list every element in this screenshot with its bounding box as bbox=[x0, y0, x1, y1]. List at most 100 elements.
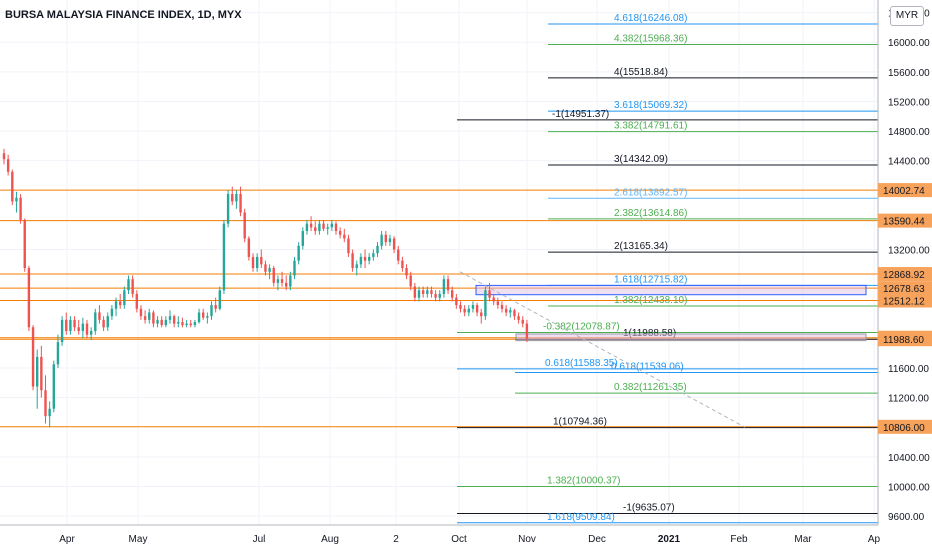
price-level-label: 10806.00 bbox=[883, 423, 925, 434]
candle-body bbox=[73, 319, 76, 328]
currency-button[interactable]: MYR bbox=[890, 6, 924, 26]
candle-body bbox=[19, 197, 22, 220]
candle-body bbox=[98, 312, 101, 320]
candle-body bbox=[15, 197, 18, 202]
fib-level-label: 4.618(16246.08) bbox=[614, 13, 687, 24]
fib-level-label: -1(14951.37) bbox=[552, 109, 609, 120]
y-tick-label: 15200.00 bbox=[888, 97, 930, 108]
fib-level-label: 2.618(13892.57) bbox=[614, 187, 687, 198]
candle-body bbox=[368, 256, 371, 261]
candle-body bbox=[226, 194, 230, 224]
candle-body bbox=[135, 293, 138, 309]
candle-body bbox=[355, 264, 358, 269]
candle-body bbox=[471, 305, 475, 309]
price-level-label: 12512.12 bbox=[883, 296, 925, 307]
candle-body bbox=[459, 305, 462, 309]
candle-body bbox=[417, 290, 421, 298]
candle-body bbox=[106, 316, 109, 328]
candle-body bbox=[160, 319, 163, 326]
candle-body bbox=[509, 310, 512, 313]
candle-body bbox=[480, 312, 483, 317]
price-level-badge bbox=[878, 419, 932, 434]
candle-body bbox=[189, 323, 192, 326]
candle-body bbox=[239, 194, 242, 213]
price-level-badge bbox=[878, 213, 932, 228]
fib-level-label: 0.618(11539.06) bbox=[611, 362, 684, 373]
fib-level-label: 4(15518.84) bbox=[614, 67, 668, 78]
horizontal-levels bbox=[0, 189, 878, 428]
candle-body bbox=[193, 322, 197, 326]
candle-body bbox=[475, 305, 479, 313]
candle-body bbox=[48, 408, 51, 417]
candle-body bbox=[231, 194, 234, 202]
fib-level-label: 1.382(10000.37) bbox=[547, 475, 620, 486]
candle-body bbox=[359, 256, 363, 265]
x-tick-label: May bbox=[129, 534, 148, 545]
candle-body bbox=[363, 256, 367, 261]
candle-body bbox=[77, 327, 80, 331]
candle-body bbox=[168, 316, 172, 320]
candle-body bbox=[27, 268, 31, 328]
candle-body bbox=[276, 279, 280, 283]
candle-body bbox=[496, 301, 500, 306]
candle-body bbox=[413, 286, 417, 298]
x-tick-label: Feb bbox=[730, 534, 748, 545]
candle-body bbox=[451, 290, 454, 298]
candle-body bbox=[426, 290, 429, 294]
fib-level-label: -0.382(12078.87) bbox=[543, 322, 620, 333]
candle-body bbox=[463, 308, 466, 313]
candle-body bbox=[23, 219, 26, 269]
candle-body bbox=[85, 323, 89, 335]
candle-body bbox=[384, 234, 387, 243]
grid bbox=[0, 0, 878, 525]
candle-body bbox=[372, 253, 375, 257]
candle-body bbox=[488, 290, 491, 298]
candle-body bbox=[338, 231, 342, 235]
candle-body bbox=[81, 323, 85, 331]
fib-level-label: 3.618(15069.32) bbox=[614, 100, 687, 111]
support-zone-box bbox=[515, 333, 867, 342]
fib-level-label: 1.618(9509.84) bbox=[547, 512, 615, 523]
candle-body bbox=[60, 319, 64, 343]
candle-body bbox=[285, 282, 288, 287]
y-tick-label: 9600.00 bbox=[888, 512, 925, 523]
candle-body bbox=[119, 301, 122, 306]
candle-body bbox=[2, 153, 6, 160]
candle-body bbox=[513, 310, 516, 317]
y-tick-label: 11200.00 bbox=[888, 394, 929, 405]
candle-body bbox=[6, 159, 10, 172]
candle-body bbox=[517, 316, 520, 320]
candle-body bbox=[139, 308, 143, 317]
candle-body bbox=[181, 322, 184, 326]
price-level-label: 12678.63 bbox=[883, 284, 925, 295]
x-tick-label: Dec bbox=[588, 534, 606, 545]
candle-body bbox=[434, 293, 437, 298]
candle-body bbox=[69, 319, 72, 331]
candle-body bbox=[318, 223, 321, 232]
y-axis: 16400.0016000.0015600.0015200.0014800.00… bbox=[877, 0, 932, 525]
candle-body bbox=[114, 301, 118, 309]
candle-body bbox=[197, 312, 201, 323]
candle-body bbox=[255, 256, 259, 269]
candle-body bbox=[123, 290, 126, 306]
candle-body bbox=[89, 330, 93, 335]
price-level-label: 11988.60 bbox=[883, 335, 924, 346]
candle-body bbox=[222, 223, 226, 291]
y-tick-label: 10000.00 bbox=[888, 482, 930, 493]
x-tick-label: 2021 bbox=[658, 534, 681, 545]
candle-body bbox=[305, 223, 309, 232]
candle-body bbox=[247, 238, 251, 257]
price-level-badge bbox=[878, 281, 932, 296]
candle-body bbox=[504, 308, 508, 313]
fib-level-label: 2(13165.34) bbox=[614, 241, 668, 252]
candle-body bbox=[177, 322, 180, 324]
y-tick-label: 11600.00 bbox=[888, 364, 929, 375]
candle-body bbox=[330, 223, 334, 228]
price-level-badge bbox=[878, 183, 932, 198]
fib-level-label: 4.382(15968.36) bbox=[614, 34, 687, 45]
fib-level-label: 1(10794.36) bbox=[553, 417, 607, 428]
y-tick-label: 15600.00 bbox=[888, 68, 930, 79]
x-tick-label: Ap bbox=[868, 534, 881, 545]
